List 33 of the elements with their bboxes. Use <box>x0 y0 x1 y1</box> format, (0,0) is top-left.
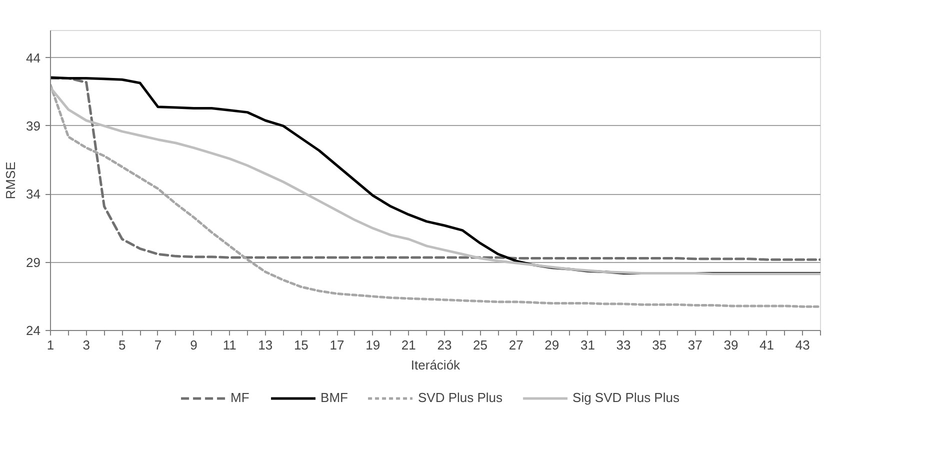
legend-label: Sig SVD Plus Plus <box>572 390 680 405</box>
x-tick-label: 41 <box>760 338 774 352</box>
x-axis-title: Iterációk <box>410 358 461 372</box>
x-tick-label: 17 <box>330 338 344 352</box>
legend-label: MF <box>230 390 250 405</box>
x-tick-label: 29 <box>544 338 560 352</box>
y-tick-label: 24 <box>26 323 41 338</box>
y-tick-label: 39 <box>26 118 41 134</box>
legend-label: SVD Plus Plus <box>418 390 503 405</box>
x-tick-label: 13 <box>258 338 273 352</box>
x-tick-label: 15 <box>294 338 308 352</box>
x-tick-label: 35 <box>652 338 667 352</box>
x-tick-label: 21 <box>401 338 416 352</box>
x-tick-label: 23 <box>437 338 452 352</box>
x-tick-label: 39 <box>724 338 738 352</box>
x-tick-label: 1 <box>46 338 54 352</box>
x-tick-label: 9 <box>190 338 198 352</box>
x-tick-label: 3 <box>82 338 90 352</box>
x-tick-label: 11 <box>222 338 236 352</box>
legend-label: BMF <box>320 390 348 405</box>
x-tick-label: 27 <box>508 338 524 352</box>
x-tick-label: 37 <box>688 338 702 352</box>
x-tick-label: 7 <box>154 338 162 352</box>
y-tick-label: 29 <box>26 254 41 270</box>
x-tick-label: 31 <box>580 338 595 352</box>
x-tick-label: 25 <box>473 338 488 352</box>
y-axis-title: RMSE <box>3 161 18 200</box>
y-tick-label: 44 <box>26 50 41 66</box>
x-tick-label: 33 <box>616 338 631 352</box>
y-tick-label: 34 <box>26 186 41 202</box>
x-tick-label: 43 <box>795 338 810 352</box>
x-tick-label: 19 <box>366 338 380 352</box>
x-tick-label: 5 <box>118 338 126 352</box>
